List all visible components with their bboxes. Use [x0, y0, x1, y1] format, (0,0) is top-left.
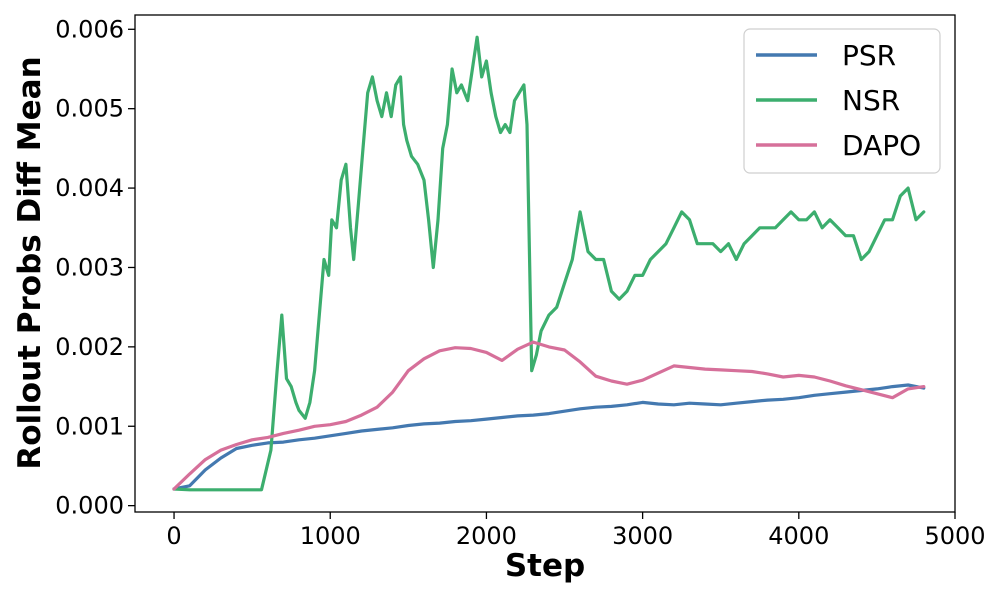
y-tick-label: 0.003 [55, 253, 124, 281]
y-tick-label: 0.002 [55, 333, 124, 361]
x-tick-label: 3000 [612, 522, 673, 550]
y-axis-ticks: 0.000 0.001 0.002 0.003 0.004 0.005 0.006 [55, 15, 135, 520]
series-line-nsr [172, 35, 926, 492]
x-tick-label: 5000 [924, 522, 985, 550]
y-tick-label: 0.000 [55, 492, 124, 520]
legend: PSR NSR DAPO [743, 28, 941, 174]
y-axis-title: Rollout Probs Diff Mean [12, 56, 48, 469]
legend-items: PSR NSR DAPO [756, 39, 921, 162]
plot-frame [134, 14, 956, 513]
y-tick-label: 0.006 [55, 15, 124, 43]
legend-box [743, 28, 941, 174]
x-tick-label: 4000 [768, 522, 829, 550]
legend-label-dapo: DAPO [842, 129, 921, 162]
x-tick-label: 1000 [300, 522, 361, 550]
y-tick-label: 0.001 [55, 412, 124, 440]
x-axis-title: Step [505, 548, 585, 584]
y-tick-label: 0.004 [55, 174, 124, 202]
series-line-psr [172, 383, 926, 491]
x-axis-ticks: 0 1000 2000 3000 4000 5000 [166, 512, 986, 550]
series-line-dapo [172, 340, 926, 491]
legend-label-nsr: NSR [842, 84, 900, 117]
y-tick-label: 0.005 [55, 95, 124, 123]
legend-label-psr: PSR [842, 39, 896, 72]
x-tick-label: 0 [166, 522, 181, 550]
plot-lines [172, 35, 926, 492]
x-tick-label: 2000 [456, 522, 517, 550]
